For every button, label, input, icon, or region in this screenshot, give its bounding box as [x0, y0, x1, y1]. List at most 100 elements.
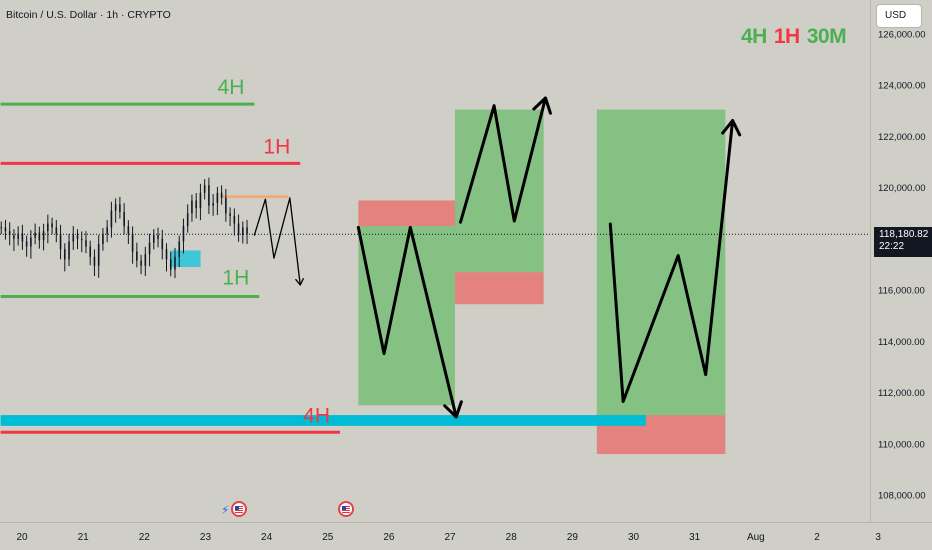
x-tick-label: 28	[506, 532, 518, 543]
candle-body	[76, 235, 79, 239]
candle-body	[191, 200, 193, 214]
timeframe-legend: 4H 1H 30M	[741, 25, 853, 49]
candle-body	[8, 231, 11, 236]
x-tick-label: 30	[628, 532, 640, 543]
candle-body	[169, 259, 172, 270]
x-tick-label: 27	[445, 532, 457, 543]
currency-button[interactable]: USD	[876, 4, 922, 28]
candle-body	[140, 260, 142, 266]
support-zone	[0, 415, 646, 426]
candle-body	[4, 227, 7, 232]
projection-path	[356, 225, 458, 419]
candle-body	[97, 244, 100, 266]
candle-body	[119, 204, 121, 212]
x-tick-label: 21	[78, 532, 90, 543]
candle-body	[25, 241, 28, 247]
timeframe-legend-1h: 1H	[773, 25, 800, 48]
y-tick-label: 108,000.00	[878, 491, 926, 502]
candle-body	[63, 249, 66, 260]
candle-body	[136, 251, 138, 261]
candle-body	[17, 233, 19, 239]
candle-body	[106, 227, 108, 234]
x-tick-label: 3	[875, 532, 881, 543]
candle-body	[127, 226, 130, 234]
x-tick-label: 24	[261, 532, 273, 543]
candle-body	[131, 233, 134, 252]
candle-body	[72, 235, 75, 242]
level-label: 1H	[222, 267, 249, 290]
lightning-icon[interactable]: ⚡	[221, 503, 230, 517]
x-tick-label: 23	[200, 532, 212, 543]
y-tick-label: 114,000.00	[878, 337, 925, 348]
candle-body	[208, 185, 210, 206]
y-tick-label: 116,000.00	[878, 286, 925, 297]
candle-body	[0, 227, 3, 229]
x-tick-label: 22	[139, 532, 151, 543]
candle-body	[144, 254, 147, 266]
x-tick-label: 2	[814, 532, 820, 543]
candle-body	[242, 227, 244, 236]
candle-body	[174, 256, 176, 270]
projection-arrowhead	[532, 96, 552, 115]
candle-body	[21, 233, 24, 242]
candle-body	[80, 238, 83, 241]
x-tick-label: 25	[322, 532, 334, 543]
level-label: 4H	[218, 76, 245, 99]
candle-body	[89, 246, 92, 257]
candle-body	[225, 197, 227, 214]
x-tick-label: 31	[689, 532, 701, 543]
bar-countdown: 22:22	[879, 241, 905, 252]
economic-event-icon[interactable]	[338, 501, 354, 517]
y-tick-label: 124,000.00	[878, 81, 926, 92]
level-label: 1H	[263, 135, 290, 158]
candle-body	[157, 235, 159, 239]
candle-body	[68, 241, 70, 260]
candle-body	[220, 192, 223, 198]
x-tick-label: 29	[567, 532, 579, 543]
candle-body	[195, 200, 197, 209]
y-tick-label: 120,000.00	[878, 183, 926, 194]
projection-path	[608, 119, 735, 404]
economic-event-icon[interactable]	[231, 501, 247, 517]
x-tick-label: 26	[383, 532, 395, 543]
demand-box	[169, 250, 201, 268]
candle-body	[13, 235, 15, 239]
projection-arrowhead	[721, 119, 742, 137]
position-target-zone	[358, 226, 455, 406]
symbol-title: Bitcoin / U.S. Dollar · 1h · CRYPTO	[6, 9, 171, 21]
candle-body	[178, 241, 181, 257]
candle-body	[161, 238, 164, 250]
candle-body	[199, 192, 202, 209]
projection-arrowhead	[443, 400, 463, 419]
y-tick-label: 126,000.00	[878, 30, 926, 41]
y-tick-label: 122,000.00	[878, 132, 926, 143]
candle-body	[47, 223, 49, 232]
x-tick-label: 20	[16, 532, 28, 543]
candle-body	[165, 249, 168, 260]
candle-body	[152, 235, 155, 243]
projection-arrowhead	[295, 278, 304, 286]
candle-body	[246, 227, 248, 234]
time-scale	[0, 522, 932, 550]
candle-body	[110, 210, 113, 228]
candle-body	[59, 233, 62, 250]
timeframe-legend-4h: 4H	[741, 25, 767, 48]
candle-body	[30, 237, 32, 247]
last-price-tag: 118,180.82 22:22	[874, 227, 932, 257]
candle-body	[93, 256, 96, 266]
candle-body	[42, 231, 45, 241]
last-price-value: 118,180.82	[879, 229, 929, 240]
candle-body	[85, 240, 87, 247]
candle-body	[148, 242, 151, 255]
projection-path	[253, 197, 301, 286]
candle-body	[229, 213, 231, 216]
candle-body	[212, 203, 214, 206]
price-scale	[870, 0, 932, 550]
candle-body	[34, 232, 36, 238]
position-stop-zone	[454, 272, 544, 305]
candle-body	[51, 223, 53, 228]
projection-path	[458, 96, 547, 224]
x-tick-label: Aug	[747, 532, 765, 543]
